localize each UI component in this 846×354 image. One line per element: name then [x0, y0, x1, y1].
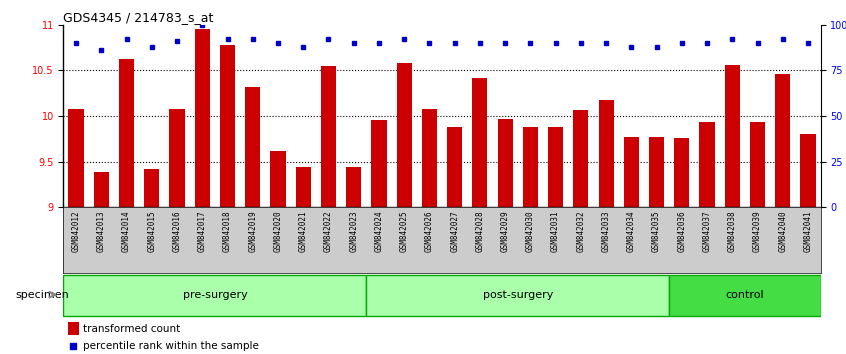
- Bar: [94, 172, 109, 207]
- Text: transformed count: transformed count: [83, 324, 180, 333]
- Text: GSM842040: GSM842040: [778, 210, 788, 252]
- Bar: [472, 78, 487, 207]
- Bar: [649, 137, 664, 207]
- Text: GSM842023: GSM842023: [349, 210, 358, 252]
- Text: control: control: [726, 290, 764, 300]
- Text: GSM842016: GSM842016: [173, 210, 182, 252]
- Text: GSM842020: GSM842020: [273, 210, 283, 252]
- Text: GSM842027: GSM842027: [450, 210, 459, 252]
- Bar: [669, 275, 821, 316]
- Text: GSM842028: GSM842028: [475, 210, 485, 252]
- Bar: [63, 275, 366, 316]
- Text: GSM842032: GSM842032: [576, 210, 585, 252]
- Text: GSM842036: GSM842036: [678, 210, 686, 252]
- Text: GSM842012: GSM842012: [72, 210, 80, 252]
- Bar: [68, 322, 79, 335]
- Text: GSM842035: GSM842035: [652, 210, 661, 252]
- Bar: [624, 137, 639, 207]
- Bar: [366, 275, 669, 316]
- Bar: [750, 122, 765, 207]
- Text: pre-surgery: pre-surgery: [183, 290, 247, 300]
- Bar: [144, 169, 159, 207]
- Text: GSM842041: GSM842041: [804, 210, 812, 252]
- Text: GSM842037: GSM842037: [702, 210, 711, 252]
- Text: percentile rank within the sample: percentile rank within the sample: [83, 341, 259, 351]
- Bar: [598, 99, 613, 207]
- Text: GSM842017: GSM842017: [198, 210, 206, 252]
- Text: GSM842021: GSM842021: [299, 210, 308, 252]
- Bar: [169, 109, 184, 207]
- Text: GSM842039: GSM842039: [753, 210, 762, 252]
- Bar: [119, 58, 135, 207]
- Text: GSM842019: GSM842019: [248, 210, 257, 252]
- Text: GSM842026: GSM842026: [425, 210, 434, 252]
- Bar: [69, 109, 84, 207]
- Text: post-surgery: post-surgery: [482, 290, 553, 300]
- Text: GSM842013: GSM842013: [96, 210, 106, 252]
- Bar: [295, 167, 310, 207]
- Bar: [674, 138, 689, 207]
- Text: GSM842022: GSM842022: [324, 210, 333, 252]
- Bar: [321, 66, 336, 207]
- Bar: [800, 134, 816, 207]
- Bar: [371, 120, 387, 207]
- Text: GSM842018: GSM842018: [223, 210, 232, 252]
- Text: GSM842038: GSM842038: [728, 210, 737, 252]
- Bar: [548, 127, 563, 207]
- Bar: [422, 109, 437, 207]
- Bar: [447, 127, 462, 207]
- Bar: [271, 150, 286, 207]
- Bar: [220, 45, 235, 207]
- Bar: [523, 127, 538, 207]
- Text: GSM842024: GSM842024: [375, 210, 383, 252]
- Bar: [397, 63, 412, 207]
- Text: GSM842033: GSM842033: [602, 210, 611, 252]
- Text: specimen: specimen: [16, 290, 69, 300]
- Bar: [775, 74, 790, 207]
- Text: GSM842015: GSM842015: [147, 210, 157, 252]
- Text: GDS4345 / 214783_s_at: GDS4345 / 214783_s_at: [63, 11, 214, 24]
- Bar: [245, 87, 261, 207]
- Text: GSM842025: GSM842025: [399, 210, 409, 252]
- Text: GSM842014: GSM842014: [122, 210, 131, 252]
- Bar: [195, 29, 210, 207]
- Bar: [700, 122, 715, 207]
- Bar: [725, 65, 740, 207]
- Text: GSM842030: GSM842030: [526, 210, 535, 252]
- Text: GSM842031: GSM842031: [551, 210, 560, 252]
- Bar: [346, 167, 361, 207]
- Text: GSM842029: GSM842029: [501, 210, 509, 252]
- Text: GSM842034: GSM842034: [627, 210, 636, 252]
- Bar: [574, 110, 589, 207]
- Bar: [497, 119, 513, 207]
